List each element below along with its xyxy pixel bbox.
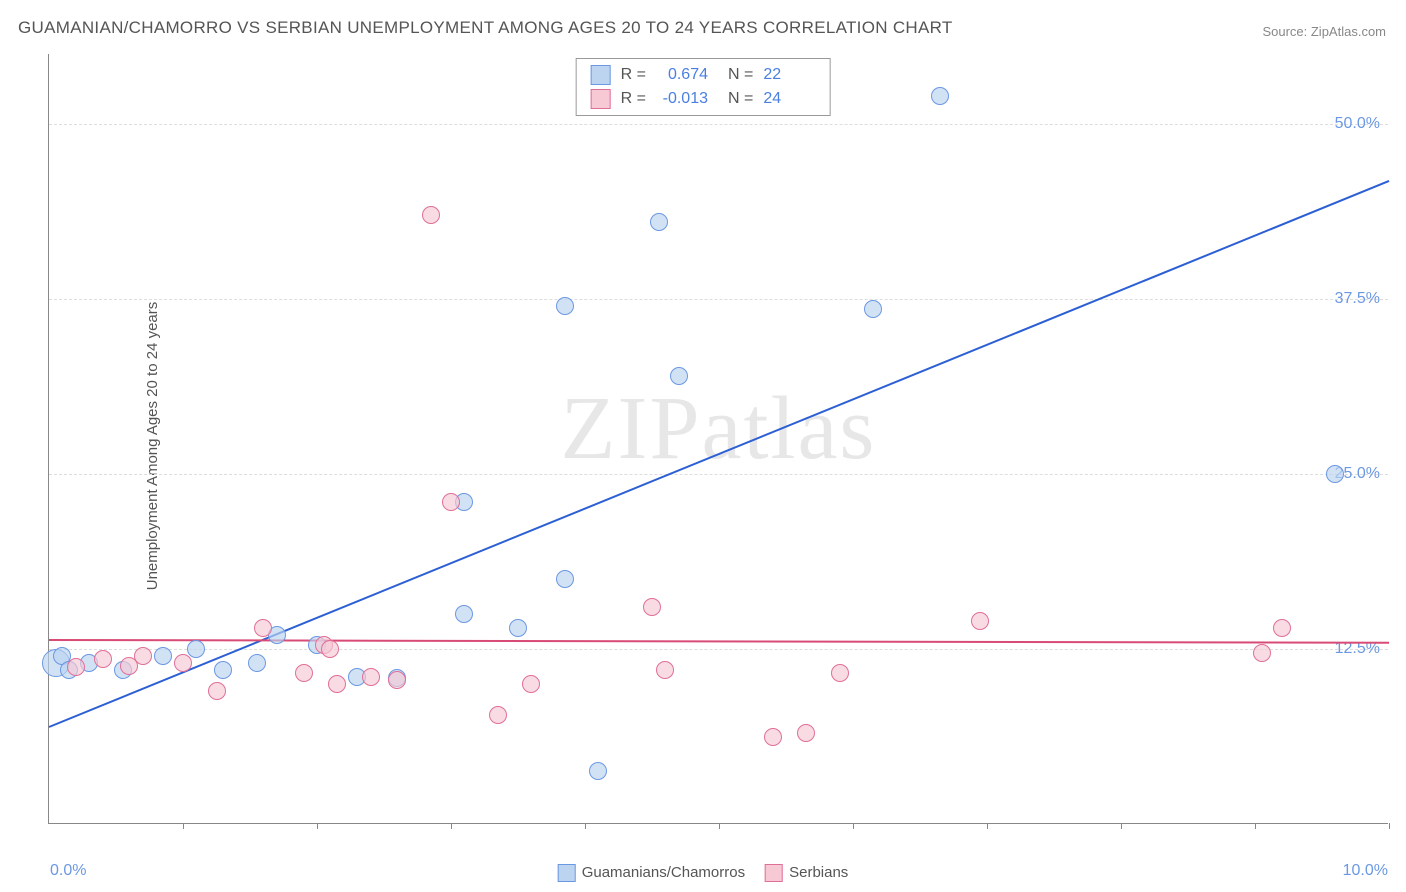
data-point-serbians [971,612,989,630]
gridline [49,649,1388,650]
stats-row: R = -0.013 N = 24 [591,87,816,111]
plot-area: ZIPatlas 12.5%25.0%37.5%50.0% [48,54,1388,824]
legend-item: Guamanians/Chamorros [558,864,745,882]
data-point-guamanians [214,661,232,679]
chart-container: GUAMANIAN/CHAMORRO VS SERBIAN UNEMPLOYME… [0,0,1406,892]
stat-n-label: N = [728,90,753,108]
x-tick [317,823,318,829]
data-point-serbians [831,664,849,682]
data-point-serbians [67,658,85,676]
x-tick [719,823,720,829]
data-point-serbians [764,728,782,746]
stats-row: R = 0.674 N = 22 [591,63,816,87]
data-point-serbians [1273,619,1291,637]
data-point-guamanians [864,300,882,318]
x-tick [1121,823,1122,829]
x-tick [1389,823,1390,829]
regression-line-guamanians [49,180,1390,728]
stat-n-value: 24 [763,90,815,108]
gridline [49,299,1388,300]
legend-swatch [558,864,576,882]
legend-label: Serbians [789,864,848,881]
data-point-serbians [1253,644,1271,662]
stat-r-value: -0.013 [656,90,708,108]
watermark: ZIPatlas [561,377,877,480]
y-tick-label: 37.5% [1335,290,1380,308]
data-point-serbians [174,654,192,672]
x-tick [987,823,988,829]
data-point-guamanians [589,762,607,780]
data-point-serbians [797,724,815,742]
x-tick [585,823,586,829]
data-point-serbians [522,675,540,693]
x-tick [853,823,854,829]
data-point-guamanians [931,87,949,105]
data-point-serbians [295,664,313,682]
data-point-serbians [208,682,226,700]
gridline [49,124,1388,125]
data-point-guamanians [650,213,668,231]
stat-n-label: N = [728,66,753,84]
stat-r-label: R = [621,90,646,108]
series-legend: Guamanians/Chamorros Serbians [558,864,849,882]
legend-swatch [765,864,783,882]
data-point-guamanians [1326,465,1344,483]
data-point-guamanians [556,297,574,315]
data-point-guamanians [248,654,266,672]
data-point-serbians [321,640,339,658]
y-tick-label: 50.0% [1335,115,1380,133]
data-point-serbians [328,675,346,693]
stat-r-value: 0.674 [656,66,708,84]
data-point-serbians [656,661,674,679]
x-tick [1255,823,1256,829]
data-point-serbians [254,619,272,637]
stat-r-label: R = [621,66,646,84]
data-point-serbians [362,668,380,686]
stats-swatch [591,89,611,109]
legend-label: Guamanians/Chamorros [582,864,745,881]
data-point-guamanians [670,367,688,385]
data-point-guamanians [556,570,574,588]
data-point-guamanians [187,640,205,658]
data-point-serbians [643,598,661,616]
source-attribution: Source: ZipAtlas.com [1262,24,1386,39]
data-point-serbians [134,647,152,665]
data-point-serbians [94,650,112,668]
data-point-guamanians [455,605,473,623]
watermark-zip: ZIP [561,379,702,478]
watermark-atlas: atlas [702,379,877,478]
x-tick [451,823,452,829]
legend-item: Serbians [765,864,848,882]
data-point-serbians [388,671,406,689]
correlation-stats-box: R = 0.674 N = 22 R = -0.013 N = 24 [576,58,831,116]
x-axis-min-label: 0.0% [50,862,86,880]
data-point-serbians [442,493,460,511]
data-point-serbians [489,706,507,724]
stats-swatch [591,65,611,85]
x-tick [183,823,184,829]
x-axis-max-label: 10.0% [1343,862,1388,880]
data-point-guamanians [509,619,527,637]
data-point-guamanians [154,647,172,665]
chart-title: GUAMANIAN/CHAMORRO VS SERBIAN UNEMPLOYME… [18,18,953,38]
stat-n-value: 22 [763,66,815,84]
gridline [49,474,1388,475]
data-point-serbians [422,206,440,224]
